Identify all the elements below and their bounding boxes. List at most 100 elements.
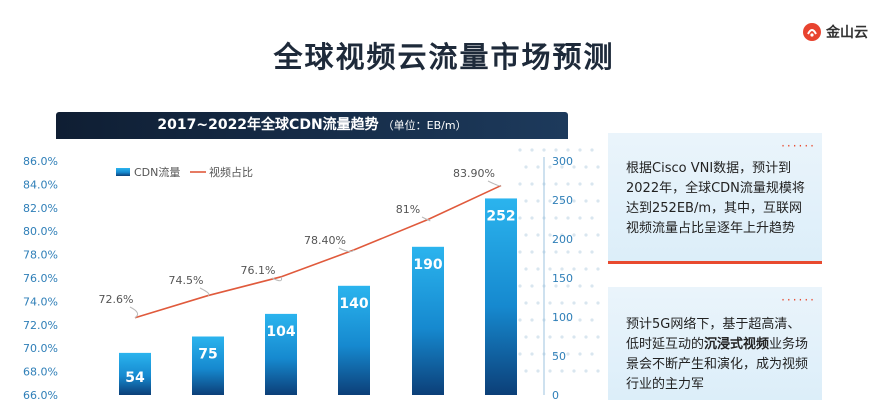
decor-dot bbox=[524, 369, 528, 373]
decor-dot bbox=[566, 182, 570, 186]
decor-dot bbox=[566, 148, 570, 152]
right-axis-tick: 150 bbox=[552, 272, 573, 285]
decor-dot bbox=[596, 301, 600, 305]
decor-dot bbox=[560, 369, 564, 373]
left-axis-tick: 72.0% bbox=[23, 319, 58, 332]
decor-dot bbox=[566, 216, 570, 220]
decor-dot bbox=[530, 318, 534, 322]
decor-dot bbox=[596, 267, 600, 271]
decor-dot bbox=[560, 165, 564, 169]
decor-dot bbox=[578, 318, 582, 322]
line-label-leader bbox=[338, 247, 355, 253]
decor-dot bbox=[566, 352, 570, 356]
line-value-label: 78.40% bbox=[304, 234, 346, 247]
decor-dot bbox=[548, 165, 552, 169]
decor-dot bbox=[572, 233, 576, 237]
decor-dot bbox=[554, 148, 558, 152]
decor-dot bbox=[518, 250, 522, 254]
decor-dot bbox=[524, 335, 528, 339]
cdn-bar bbox=[412, 246, 444, 395]
decor-dot bbox=[530, 352, 534, 356]
decor-dot bbox=[566, 318, 570, 322]
page-title: 全球视频云流量市场预测 bbox=[273, 40, 615, 74]
right-axis-tick: 300 bbox=[552, 155, 573, 168]
chart-unit: （单位：EB/m） bbox=[382, 119, 467, 132]
left-axis-tick: 76.0% bbox=[23, 272, 58, 285]
decor-dot bbox=[518, 284, 522, 288]
decor-dot bbox=[524, 267, 528, 271]
decor-dot bbox=[578, 148, 582, 152]
left-axis-tick: 70.0% bbox=[23, 342, 58, 355]
decor-dot bbox=[548, 199, 552, 203]
decor-dot bbox=[584, 199, 588, 203]
decor-dot bbox=[584, 301, 588, 305]
decor-dot bbox=[590, 250, 594, 254]
left-axis-tick: 84.0% bbox=[23, 178, 58, 191]
decor-dot bbox=[578, 352, 582, 356]
logo: 金山云 bbox=[802, 22, 868, 42]
decor-dot bbox=[596, 335, 600, 339]
decor-dot bbox=[572, 369, 576, 373]
left-axis-tick: 74.0% bbox=[23, 295, 58, 308]
decor-dot bbox=[572, 165, 576, 169]
decor-dot bbox=[524, 165, 528, 169]
insight-text-2: 预计5G网络下，基于超高清、低时延互动的沉浸式视频业务场景会不断产生和演化，成为… bbox=[626, 315, 812, 395]
decor-dot bbox=[596, 165, 600, 169]
decor-dot bbox=[554, 250, 558, 254]
decor-dot bbox=[518, 318, 522, 322]
legend-label-share: 视频占比 bbox=[209, 165, 253, 179]
decor-dot bbox=[578, 216, 582, 220]
line-label-leader bbox=[421, 216, 431, 222]
decor-dot bbox=[578, 250, 582, 254]
decor-dot bbox=[536, 233, 540, 237]
decor-dot bbox=[560, 199, 564, 203]
legend-swatch-cdn bbox=[116, 168, 130, 176]
line-value-label: 81% bbox=[396, 203, 420, 216]
decor-dot bbox=[530, 216, 534, 220]
line-label-leader bbox=[129, 306, 139, 319]
decor-dot bbox=[554, 284, 558, 288]
line-value-label: 74.5% bbox=[169, 274, 204, 287]
decor-dot bbox=[554, 352, 558, 356]
decor-dot bbox=[536, 335, 540, 339]
chart-title: 2017~2022年全球CDN流量趋势 bbox=[157, 117, 379, 133]
panel-dots: ······ bbox=[781, 293, 816, 307]
right-axis-tick: 50 bbox=[552, 350, 566, 363]
decor-dot bbox=[554, 182, 558, 186]
cdn-bar bbox=[192, 336, 224, 395]
bar-value-label: 140 bbox=[339, 296, 368, 312]
decor-dot bbox=[530, 284, 534, 288]
video-share-line bbox=[134, 184, 502, 319]
bar-value-label: 75 bbox=[198, 347, 217, 363]
panel-dots: ······ bbox=[781, 139, 816, 153]
decor-dot bbox=[524, 233, 528, 237]
decor-dot bbox=[584, 335, 588, 339]
decor-dot bbox=[554, 216, 558, 220]
decor-dot bbox=[518, 352, 522, 356]
decor-dot bbox=[530, 182, 534, 186]
decor-dot bbox=[548, 335, 552, 339]
decor-dot bbox=[596, 369, 600, 373]
decor-dot bbox=[518, 216, 522, 220]
line-value-label: 72.6% bbox=[99, 293, 134, 306]
cdn-bar bbox=[338, 285, 370, 395]
left-axis-tick: 66.0% bbox=[23, 389, 58, 400]
insight-panel-1: ······ 根据Cisco VNI数据，预计到2022年，全球CDN流量规模将… bbox=[608, 133, 822, 264]
left-axis-tick: 82.0% bbox=[23, 202, 58, 215]
kingsoft-cloud-logo-icon bbox=[803, 23, 821, 41]
decor-dot bbox=[590, 284, 594, 288]
decor-dot bbox=[548, 301, 552, 305]
right-axis-tick: 100 bbox=[552, 311, 573, 324]
right-axis-tick: 250 bbox=[552, 194, 573, 207]
decor-dot bbox=[596, 233, 600, 237]
decor-dot bbox=[578, 284, 582, 288]
decor-dot bbox=[536, 267, 540, 271]
decor-dot bbox=[590, 216, 594, 220]
left-axis-tick: 80.0% bbox=[23, 225, 58, 238]
decor-dot bbox=[572, 301, 576, 305]
decor-dot bbox=[560, 267, 564, 271]
right-axis-tick: 0 bbox=[552, 389, 559, 400]
decor-dot bbox=[518, 148, 522, 152]
cdn-bar bbox=[485, 198, 517, 395]
insight-text-2-part1: 预计5G网络下，基于超高清、低时延互动的 bbox=[626, 317, 801, 352]
